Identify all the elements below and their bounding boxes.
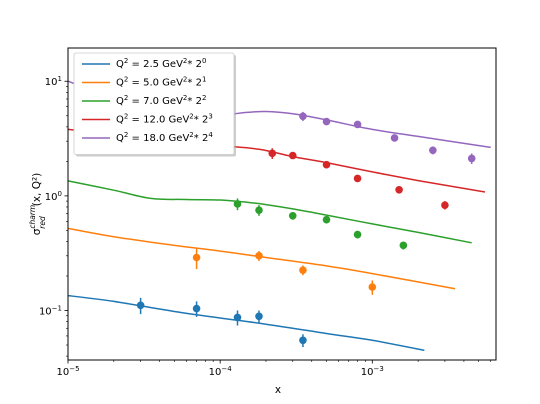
data-point-4-2	[353, 120, 362, 129]
data-point-3-1	[288, 151, 297, 160]
legend: Q2 = 2.5 GeV2* 20 Q2 = 5.0 GeV2* 21 Q2 = 7…	[73, 52, 236, 157]
data-point-0-3	[255, 312, 263, 321]
data-point-4-3	[390, 134, 399, 142]
data-point-1-3	[368, 283, 377, 291]
data-point-2-4	[353, 230, 362, 239]
series-curve-0	[67, 294, 425, 352]
legend-entry-0: Q2 = 2.5 GeV2* 20	[116, 57, 206, 70]
x-tick-label-1: 10−4	[209, 365, 233, 378]
legend-entry-4: Q2 = 18.0 GeV2* 24	[116, 131, 213, 144]
x-axis-label: x	[275, 384, 281, 396]
data-point-1-1	[255, 252, 263, 260]
y-tick-label-1: 100	[45, 190, 62, 203]
y-axis-label: σcharmred(x, Q²)	[28, 173, 47, 236]
legend-box	[73, 52, 235, 155]
data-point-3-4	[395, 185, 403, 194]
data-point-2-2	[288, 212, 297, 220]
data-point-1-2	[299, 266, 307, 274]
y-tick-label-0: 10−1	[39, 305, 62, 318]
data-point-2-5	[399, 241, 408, 250]
data-point-0-0	[136, 301, 145, 310]
data-point-0-4	[299, 336, 307, 345]
y-tick-label-2: 101	[45, 75, 62, 88]
legend-entry-3: Q2 = 12.0 GeV2* 23	[116, 113, 213, 126]
data-point-0-1	[192, 304, 201, 313]
data-point-3-5	[441, 201, 449, 209]
data-point-1-0	[192, 253, 201, 262]
data-point-4-0	[299, 112, 307, 121]
data-point-3-2	[322, 160, 331, 169]
data-point-4-4	[429, 146, 437, 155]
data-point-2-0	[233, 200, 242, 208]
data-point-2-3	[322, 215, 331, 224]
data-point-0-2	[233, 313, 242, 322]
plot-frame	[67, 47, 497, 361]
x-tick-label-2: 10−3	[361, 365, 384, 378]
legend-entry-2: Q2 = 7.0 GeV2* 22	[116, 94, 206, 107]
legend-entry-1: Q2 = 5.0 GeV2* 21	[116, 76, 206, 89]
data-point-3-0	[268, 149, 277, 158]
series-curve-1	[67, 227, 456, 290]
data-point-4-1	[322, 117, 331, 126]
data-point-2-1	[255, 206, 263, 214]
data-point-3-3	[353, 174, 362, 183]
series-curve-2	[67, 180, 472, 244]
axis-ticks: 10−5 10−4 10−3 10−1 100 101	[39, 75, 492, 378]
x-tick-label-0: 10−5	[56, 365, 79, 378]
data-point-4-5	[467, 154, 476, 163]
